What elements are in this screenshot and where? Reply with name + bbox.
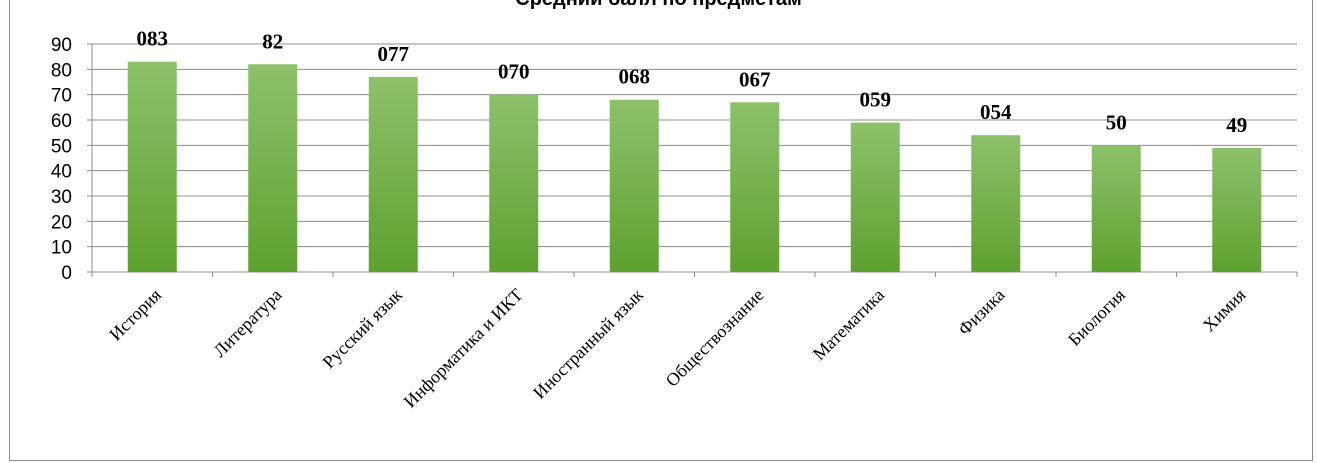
category-label: Математика bbox=[809, 285, 888, 364]
y-tick-label: 90 bbox=[51, 35, 72, 56]
category-label: Русский язык bbox=[319, 285, 407, 373]
y-tick-label: 20 bbox=[51, 212, 72, 233]
bar bbox=[368, 76, 418, 272]
x-axis-labels: История Литература Русский языкИнформатика… bbox=[105, 285, 1249, 412]
y-tick-label: 10 bbox=[51, 238, 72, 259]
data-label: 083 bbox=[137, 27, 169, 51]
chart-title: Средний балл по предметам bbox=[0, 0, 1317, 11]
bar bbox=[248, 64, 298, 273]
category-label: Химия bbox=[1199, 285, 1250, 336]
data-label: 054 bbox=[980, 100, 1012, 124]
data-label: 49 bbox=[1226, 113, 1247, 137]
y-tick-label: 40 bbox=[51, 162, 72, 183]
bar bbox=[1091, 145, 1141, 272]
data-labels: 083 82 077 070 068 067 059 054 50 49 bbox=[137, 27, 1248, 137]
data-label: 82 bbox=[262, 29, 283, 53]
bar bbox=[971, 135, 1021, 272]
data-label: 067 bbox=[739, 67, 771, 91]
bar bbox=[850, 122, 900, 273]
category-label: Литература bbox=[209, 285, 285, 361]
y-tick-label: 30 bbox=[51, 187, 72, 208]
category-label: Иностранный язык bbox=[529, 285, 647, 403]
bar bbox=[730, 102, 780, 273]
y-tick-label: 0 bbox=[61, 263, 72, 284]
bar bbox=[609, 99, 659, 272]
data-label: 059 bbox=[860, 88, 892, 112]
y-tick-label: 60 bbox=[51, 111, 72, 132]
data-label: 077 bbox=[378, 42, 410, 66]
category-label: История bbox=[105, 285, 165, 345]
category-label: Физика bbox=[954, 285, 1008, 339]
bar bbox=[489, 94, 539, 273]
category-label: Биология bbox=[1064, 285, 1129, 350]
bar bbox=[1212, 147, 1262, 272]
bars bbox=[127, 61, 1262, 273]
y-tick-label: 70 bbox=[51, 86, 72, 107]
data-label: 50 bbox=[1106, 110, 1127, 134]
data-label: 068 bbox=[619, 65, 651, 89]
y-tick-label: 80 bbox=[51, 60, 72, 81]
y-tick-label: 50 bbox=[51, 136, 72, 157]
category-label: Обществознание bbox=[662, 285, 768, 391]
bar bbox=[127, 61, 177, 272]
data-label: 070 bbox=[498, 60, 530, 84]
category-label: Информатика и ИКТ bbox=[400, 285, 527, 412]
y-axis-ticks: 0 10 20 30 40 50 60 70 80 90 bbox=[51, 35, 1298, 284]
